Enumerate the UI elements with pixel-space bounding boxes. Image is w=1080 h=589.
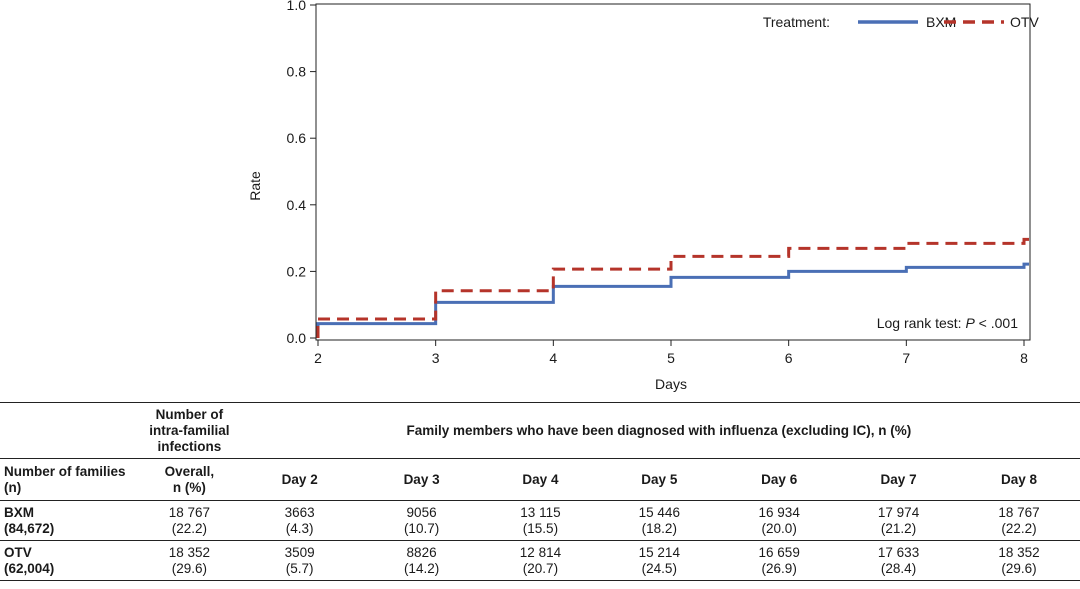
day-cell: 17 633 (28.4) [877,544,920,576]
header-intra-familial: Number of intra-familial infections [149,406,230,454]
x-tick-label: 6 [785,350,793,366]
x-axis: 2 3 4 5 6 7 8 [314,340,1028,366]
day-cell: 15 214 (24.5) [638,544,680,576]
y-tick-label: 0.2 [287,263,307,279]
day-header: Day 4 [522,472,559,487]
p-value: < .001 [975,315,1018,331]
legend-label-bxm: BXM [926,14,956,30]
p-label: P [965,315,975,331]
y-axis: 0.0 0.2 0.4 0.6 0.8 1.0 [287,0,316,346]
day-cell: 12 814 (20.7) [519,544,562,576]
row-header-families: Number of families (n) [4,463,126,495]
day-header: Day 7 [880,472,917,487]
day-cell: 17 974 (21.2) [877,504,920,536]
row-group: BXM (84,672) [4,504,55,536]
y-tick-label: 0.0 [287,330,307,346]
log-rank-prefix: Log rank test: [877,315,966,331]
row-group: OTV (62,004) [4,544,55,576]
y-tick-label: 0.6 [287,130,307,146]
day-header: Day 5 [641,472,678,487]
x-tick-label: 8 [1020,350,1028,366]
series-layer [316,237,1029,338]
y-tick-label: 0.8 [287,64,307,80]
day-header-row: Number of families (n) Overall, n (%) Da… [0,458,1080,501]
km-chart: 0.0 0.2 0.4 0.6 0.8 1.0 2 3 4 5 6 7 8 Rate Days Tre… [247,0,1040,392]
table-row: OTV (62,004) 18 352 (29.6) 3509 (5.7) 8826 (14.… [0,540,1080,581]
x-tick-label: 4 [549,350,557,366]
overall-cell: 18 352 (29.6) [168,544,211,576]
day-cell: 18 767 (22.2) [998,504,1040,536]
log-rank-annotation: Log rank test: P < .001 [877,315,1018,331]
x-tick-label: 5 [667,350,675,366]
plot-frame [315,3,1031,341]
day-cell: 13 115 (15.5) [520,504,561,536]
day-cell: 9056 (10.7) [403,504,440,536]
day-cell: 15 446 (18.2) [638,504,680,536]
x-axis-label: Days [655,376,687,392]
header-overall: Overall, n (%) [164,463,215,495]
data-table: Number of intra-familial infections Fami… [0,402,1080,581]
day-header: Day 8 [1000,472,1038,487]
x-tick-label: 2 [314,350,322,366]
day-header: Day 2 [281,472,318,487]
y-tick-label: 1.0 [287,0,307,13]
day-cell: 16 934 (20.0) [758,504,800,536]
x-tick-label: 3 [432,350,440,366]
day-cell: 3509 (5.7) [284,544,315,576]
day-cell: 18 352 (29.6) [998,544,1040,576]
legend-title: Treatment: [763,14,830,30]
day-header: Day 6 [761,472,798,487]
overall-cell: 18 767 (22.2) [168,504,211,536]
legend: Treatment: BXM OTV [763,14,1040,30]
day-cell: 16 659 (26.9) [758,544,800,576]
day-cell: 3663 (4.3) [284,504,315,536]
legend-label-otv: OTV [1010,14,1039,30]
table-row: BXM (84,672) 18 767 (22.2) 3663 (4.3) 9056 (10.… [0,500,1080,541]
day-header: Day 3 [403,472,440,487]
day-cell: 8826 (14.2) [403,544,440,576]
series-line-otv [316,237,1029,338]
x-tick-label: 7 [902,350,910,366]
y-tick-label: 0.4 [287,197,307,213]
y-axis-label: Rate [247,171,263,201]
header-span: Family members who have been diagnosed w… [406,423,912,438]
